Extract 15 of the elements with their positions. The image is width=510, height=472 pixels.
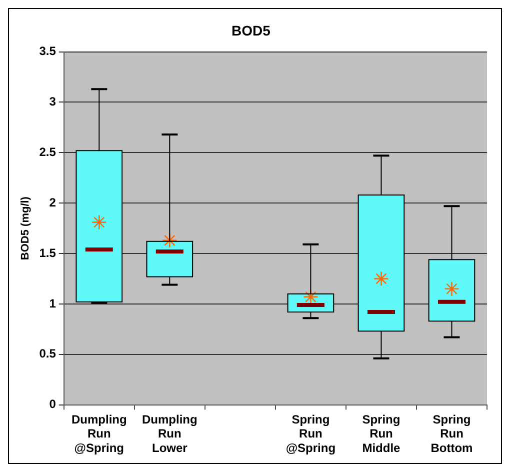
y-axis-title: BOD5 (mg/l) — [20, 196, 32, 260]
x-tick-label: Spring Run Middle — [362, 412, 401, 456]
x-tick-label: Spring Run Bottom — [430, 412, 473, 456]
y-tick-label: 3.5 — [39, 44, 56, 58]
y-tick-label: 0 — [49, 397, 56, 412]
x-tick-label: Dumpling Run Lower — [142, 412, 198, 456]
x-tick-label: Spring Run @Spring — [286, 412, 336, 456]
y-tick-label: 1.5 — [39, 246, 56, 260]
chart-title: BOD5 — [232, 22, 271, 38]
y-tick-label: 2.5 — [39, 144, 56, 159]
x-tick-label: Dumpling Run @Spring — [71, 412, 127, 456]
y-tick-label: 3 — [49, 94, 56, 109]
y-tick-label: 0.5 — [39, 346, 56, 361]
y-tick-label: 1 — [49, 296, 56, 310]
y-tick-label: 2 — [49, 195, 56, 210]
